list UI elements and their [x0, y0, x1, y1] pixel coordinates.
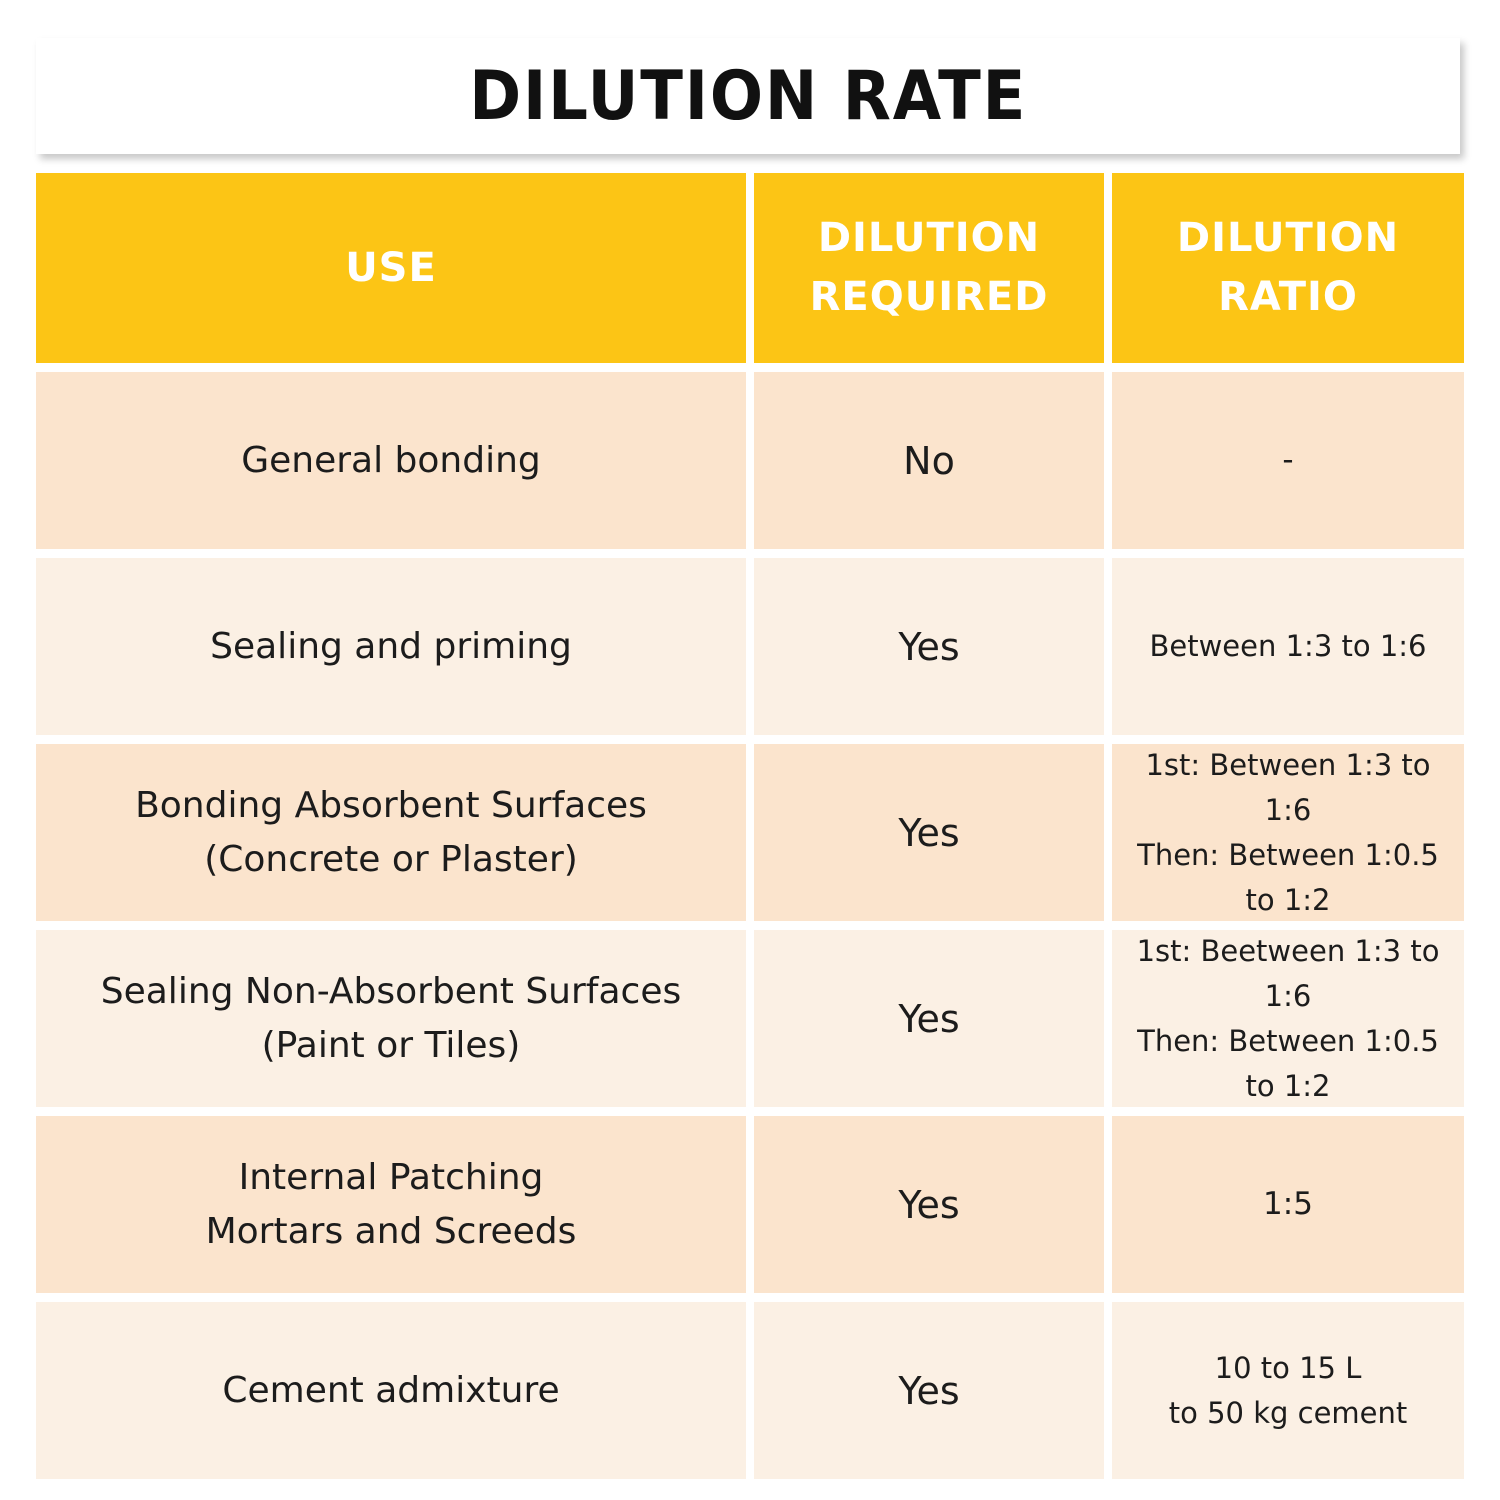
use-text: General bonding — [241, 439, 541, 481]
table-row-cell-required: No — [754, 372, 1104, 549]
table-row-cell-use: Sealing and priming — [36, 558, 746, 735]
ratio-text: 1st: Between 1:3 to 1:6 Then: Between 1:… — [1137, 747, 1439, 917]
table-row-cell-required: Yes — [754, 744, 1104, 921]
required-text: No — [903, 438, 955, 483]
ratio-text: - — [1282, 442, 1294, 478]
table-row-cell-ratio: Between 1:3 to 1:6 — [1112, 558, 1464, 735]
ratio-text: 10 to 15 L to 50 kg cement — [1168, 1350, 1408, 1430]
header-dilution-ratio-label: DILUTION RATIO — [1176, 215, 1400, 320]
table-row-cell-ratio: 1st: Beetween 1:3 to 1:6 Then: Between 1… — [1112, 930, 1464, 1107]
table-row-cell-use: Bonding Absorbent Surfaces (Concrete or … — [36, 744, 746, 921]
table-row-cell-required: Yes — [754, 930, 1104, 1107]
page-title: DILUTION RATE — [469, 56, 1027, 136]
table-row-cell-ratio: 1:5 — [1112, 1116, 1464, 1293]
header-dilution-required: DILUTION REQUIRED — [754, 173, 1104, 363]
required-text: Yes — [898, 996, 960, 1041]
table-row-cell-ratio: 1st: Between 1:3 to 1:6 Then: Between 1:… — [1112, 744, 1464, 921]
ratio-text: Between 1:3 to 1:6 — [1149, 629, 1427, 663]
use-text: Sealing and priming — [210, 625, 572, 667]
table-row-cell-use: Cement admixture — [36, 1302, 746, 1479]
required-text: Yes — [898, 624, 960, 669]
ratio-text: 1st: Beetween 1:3 to 1:6 Then: Between 1… — [1136, 933, 1440, 1103]
required-text: Yes — [898, 1368, 960, 1413]
table-row-cell-use: Sealing Non-Absorbent Surfaces (Paint or… — [36, 930, 746, 1107]
use-text: Internal Patching Mortars and Screeds — [205, 1156, 577, 1252]
table-row-cell-required: Yes — [754, 1116, 1104, 1293]
header-use-label: USE — [345, 244, 437, 291]
table-row-cell-ratio: 10 to 15 L to 50 kg cement — [1112, 1302, 1464, 1479]
ratio-text: 1:5 — [1263, 1186, 1313, 1222]
table-row-cell-use: Internal Patching Mortars and Screeds — [36, 1116, 746, 1293]
required-text: Yes — [898, 810, 960, 855]
table-row-cell-use: General bonding — [36, 372, 746, 549]
required-text: Yes — [898, 1182, 960, 1227]
table-row-cell-ratio: - — [1112, 372, 1464, 549]
dilution-table: USE DILUTION REQUIRED DILUTION RATIO Gen… — [36, 173, 1464, 1479]
table-row-cell-required: Yes — [754, 558, 1104, 735]
header-use: USE — [36, 173, 746, 363]
header-dilution-required-label: DILUTION REQUIRED — [809, 215, 1049, 320]
use-text: Cement admixture — [222, 1369, 560, 1411]
use-text: Sealing Non-Absorbent Surfaces (Paint or… — [100, 970, 682, 1066]
use-text: Bonding Absorbent Surfaces (Concrete or … — [135, 784, 647, 880]
header-dilution-ratio: DILUTION RATIO — [1112, 173, 1464, 363]
table-row-cell-required: Yes — [754, 1302, 1104, 1479]
title-banner: DILUTION RATE — [36, 38, 1460, 154]
